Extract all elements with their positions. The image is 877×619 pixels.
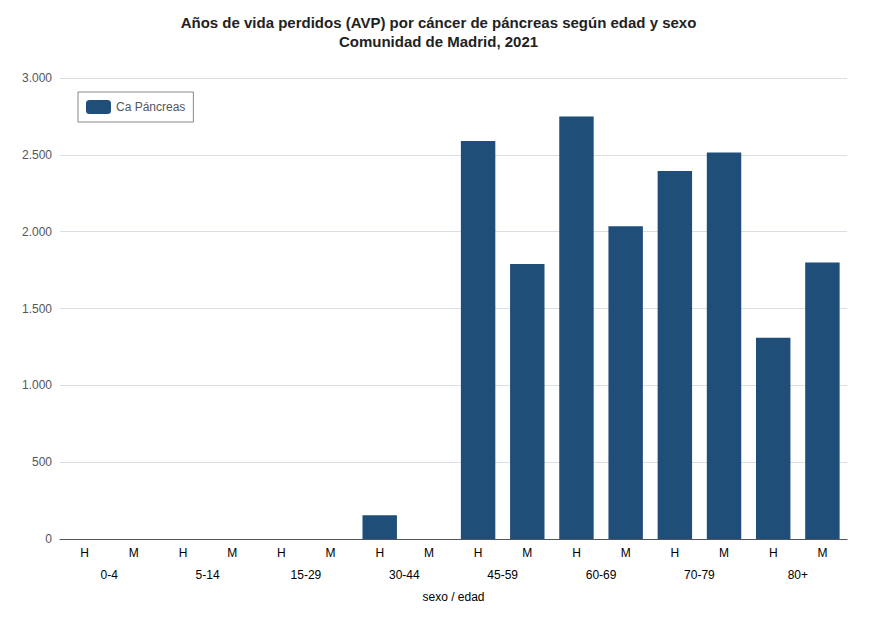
svg-text:H: H: [474, 546, 483, 560]
svg-text:H: H: [277, 546, 286, 560]
svg-text:5-14: 5-14: [196, 568, 220, 582]
svg-text:M: M: [522, 546, 532, 560]
svg-text:H: H: [375, 546, 384, 560]
svg-text:sexo / edad: sexo / edad: [422, 590, 484, 604]
svg-text:M: M: [227, 546, 237, 560]
svg-text:H: H: [769, 546, 778, 560]
svg-text:2.000: 2.000: [22, 225, 52, 239]
svg-text:0: 0: [45, 532, 52, 546]
svg-text:M: M: [817, 546, 827, 560]
svg-text:70-79: 70-79: [684, 568, 715, 582]
svg-text:M: M: [719, 546, 729, 560]
svg-text:500: 500: [32, 455, 52, 469]
svg-text:Comunidad de Madrid, 2021: Comunidad de Madrid, 2021: [339, 33, 538, 50]
svg-text:30-44: 30-44: [389, 568, 420, 582]
svg-text:0-4: 0-4: [101, 568, 119, 582]
svg-text:Ca Páncreas: Ca Páncreas: [116, 100, 185, 114]
svg-text:2.500: 2.500: [22, 148, 52, 162]
svg-text:1.000: 1.000: [22, 378, 52, 392]
svg-text:60-69: 60-69: [586, 568, 617, 582]
svg-text:M: M: [129, 546, 139, 560]
svg-text:M: M: [326, 546, 336, 560]
svg-text:80+: 80+: [788, 568, 808, 582]
svg-text:M: M: [621, 546, 631, 560]
svg-text:H: H: [179, 546, 188, 560]
svg-text:H: H: [572, 546, 581, 560]
svg-text:45-59: 45-59: [487, 568, 518, 582]
svg-text:H: H: [671, 546, 680, 560]
svg-text:M: M: [424, 546, 434, 560]
svg-text:H: H: [80, 546, 89, 560]
svg-text:15-29: 15-29: [291, 568, 322, 582]
svg-text:3.000: 3.000: [22, 71, 52, 85]
svg-text:1.500: 1.500: [22, 302, 52, 316]
svg-text:Años de vida perdidos (AVP) po: Años de vida perdidos (AVP) por cáncer d…: [181, 14, 697, 31]
